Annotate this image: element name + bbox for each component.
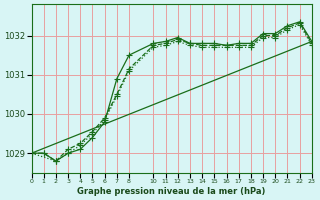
X-axis label: Graphe pression niveau de la mer (hPa): Graphe pression niveau de la mer (hPa)	[77, 187, 266, 196]
